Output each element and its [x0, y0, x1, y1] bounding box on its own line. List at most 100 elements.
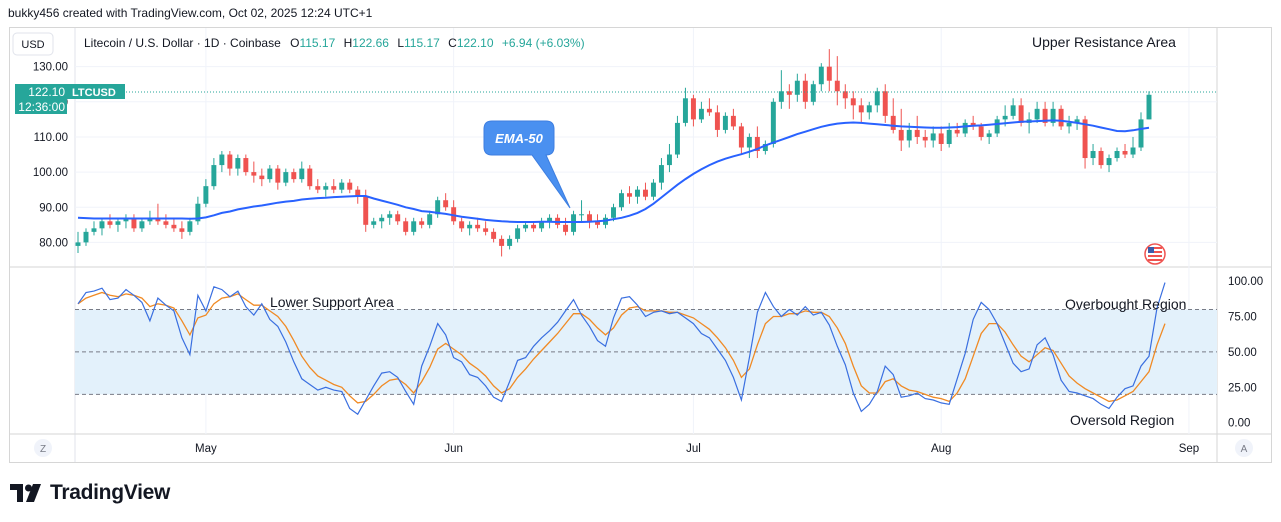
candle-body	[227, 154, 233, 169]
legend-low-label: L	[397, 36, 404, 50]
a-button-bg[interactable]	[1235, 439, 1253, 457]
candle-body	[1098, 151, 1104, 166]
candle-body	[443, 200, 449, 208]
candle-body	[523, 224, 529, 229]
candle-body	[411, 221, 417, 232]
candle-body	[650, 182, 656, 197]
candle-body	[1082, 119, 1088, 159]
candle-body	[507, 238, 513, 246]
z-button[interactable]: Z	[34, 439, 52, 457]
price-badge-top	[15, 84, 125, 99]
candle-body	[499, 238, 505, 246]
candle-body	[163, 221, 169, 225]
candle-body	[922, 136, 928, 141]
a-button[interactable]: A	[1235, 439, 1253, 457]
candle-body	[1050, 108, 1056, 123]
candle-body	[123, 217, 129, 222]
candle-body	[914, 129, 920, 137]
time-tick-label: Sep	[1179, 443, 1199, 455]
legend-open: 115.17	[299, 36, 335, 50]
price-tick-label: 90.00	[39, 202, 68, 214]
candle-body	[187, 221, 193, 232]
tradingview-brand[interactable]: TradingView	[10, 480, 170, 506]
candle-body	[419, 221, 425, 225]
candle-body	[387, 214, 393, 218]
price-badge: 122.10 LTCUSD 12:36:00	[15, 84, 125, 114]
candle-body	[770, 101, 776, 144]
candle-body	[1010, 105, 1016, 116]
rsi-tick-label: 25.00	[1228, 382, 1257, 394]
candle-body	[690, 98, 696, 120]
candle-body	[435, 200, 441, 215]
candle-body	[882, 91, 888, 116]
candle-body	[1002, 115, 1008, 120]
candle-body	[666, 154, 672, 166]
candle-body	[1074, 119, 1080, 123]
candle-body	[347, 182, 353, 190]
z-button-bg[interactable]	[34, 439, 52, 457]
candle-body	[986, 133, 992, 137]
candle-body	[587, 214, 593, 222]
chart-credit: bukky456 created with TradingView.com, O…	[8, 6, 373, 20]
candle-body	[1106, 158, 1112, 166]
candle-body	[746, 136, 752, 148]
candle-body	[611, 207, 616, 218]
candle-body	[682, 98, 688, 123]
currency-button-bg[interactable]	[12, 32, 54, 56]
us-flag-icon-stripe	[1148, 247, 1162, 249]
candle-body	[962, 122, 968, 134]
candle-body	[563, 224, 569, 232]
legend-open-label: O	[290, 36, 299, 50]
candle-body	[642, 189, 648, 197]
candle-body	[539, 221, 545, 229]
candle-body	[1034, 108, 1040, 120]
candle-body	[91, 228, 97, 232]
tradingview-brand-text: TradingView	[50, 481, 171, 504]
candle-body	[531, 224, 537, 229]
us-flag-icon-stripe	[1148, 255, 1162, 257]
candle-body	[722, 115, 728, 130]
candle-body	[339, 182, 345, 190]
candle-body	[211, 165, 217, 187]
overbought-label: Overbought Region	[1065, 296, 1186, 312]
candle-body	[1146, 94, 1152, 120]
candle-body	[1042, 108, 1048, 123]
legend-change: +6.94 (+6.03%)	[502, 36, 585, 50]
candle-body	[451, 207, 457, 222]
currency-button[interactable]: USD	[12, 32, 54, 56]
candle-body	[714, 112, 720, 130]
candle-body	[595, 221, 600, 225]
candle-body	[475, 224, 481, 229]
candle-body	[307, 168, 313, 187]
chart-canvas[interactable]: 130.00120.00110.00100.0090.0080.00MayJun…	[10, 28, 1271, 462]
candle-body	[467, 224, 473, 229]
candle-body	[571, 214, 577, 232]
price-badge-countdown: 12:36:00	[18, 100, 65, 114]
candle-body	[627, 193, 632, 197]
candle-body	[634, 189, 640, 197]
candle-body	[738, 126, 744, 148]
rsi-tick-label: 50.00	[1228, 347, 1257, 359]
candle-body	[890, 115, 896, 130]
candle-body	[762, 143, 768, 152]
candle-body	[139, 221, 145, 229]
price-tick-label: 110.00	[34, 132, 68, 144]
candle-body	[1122, 151, 1128, 155]
a-button-label[interactable]: A	[1241, 444, 1248, 455]
rsi-tick-label: 100.00	[1228, 276, 1263, 288]
ema-callout-bubble	[483, 120, 571, 209]
candle-body	[898, 129, 904, 141]
candle-body	[363, 196, 369, 225]
candle-body	[778, 91, 784, 102]
candle-body	[459, 221, 465, 229]
candle-body	[147, 217, 153, 222]
legend-close-label: C	[448, 36, 457, 50]
candle-body	[115, 221, 121, 225]
z-button-label[interactable]: Z	[40, 444, 46, 455]
time-tick-label: Jul	[686, 443, 701, 455]
currency-button-label[interactable]: USD	[21, 39, 44, 51]
us-flag-icon	[1144, 243, 1166, 265]
candle-body	[203, 186, 209, 204]
candle-body	[283, 172, 289, 183]
candles	[75, 49, 1152, 257]
